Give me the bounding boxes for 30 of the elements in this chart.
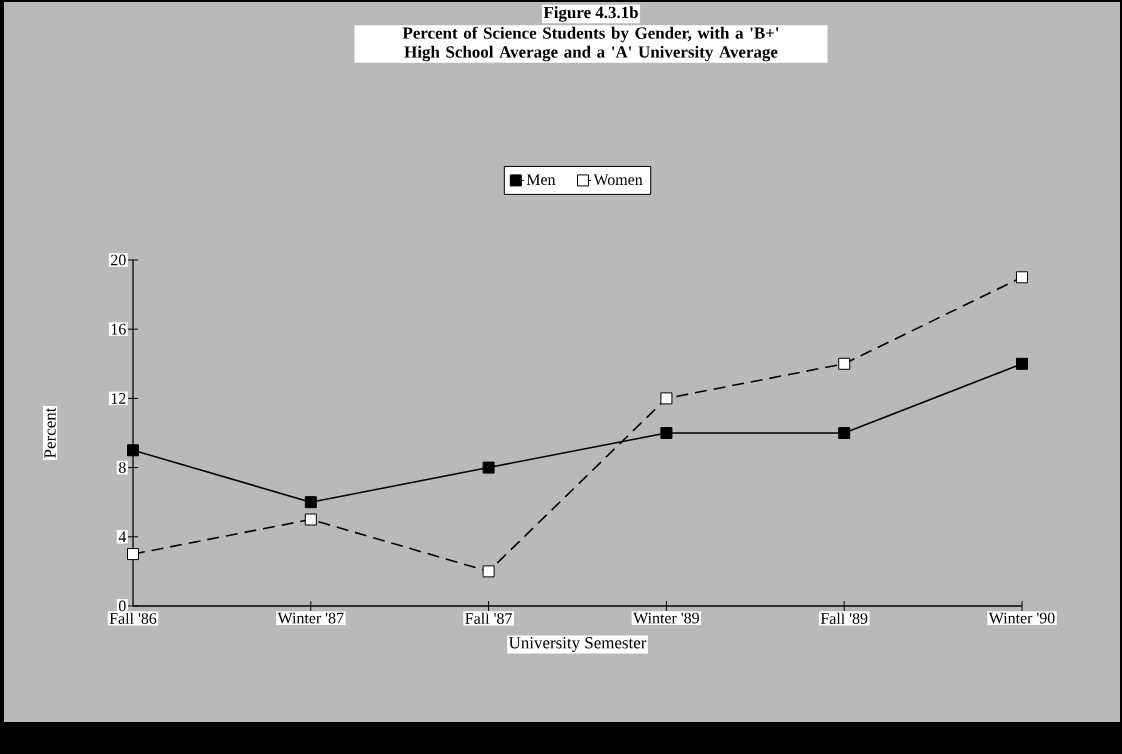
chart-subtitle: Percent of Science Students by Gender, with a 'B+' High School Average and a 'A' University Average [402, 26, 779, 62]
y-tick-label: 4 [118, 531, 127, 543]
point [304, 513, 317, 526]
x-tick-label: Fall '86 [109, 612, 157, 624]
point [127, 444, 140, 457]
point [482, 461, 495, 474]
x-tick-label: Winter '89 [633, 612, 699, 624]
y-tick-label: 20 [111, 254, 126, 266]
point [1016, 357, 1029, 370]
y-tick-label: 12 [111, 393, 126, 404]
legend-label: Men [526, 174, 556, 186]
point [304, 496, 317, 509]
y-tick-label: 16 [111, 323, 126, 335]
y-axis-title: Percent [44, 407, 56, 458]
x-tick-label: Winter '90 [988, 612, 1055, 624]
chart-title: Figure 4.3.1b [543, 6, 638, 22]
point [127, 548, 140, 561]
point [660, 392, 673, 405]
y-tick-label: 0 [118, 600, 126, 612]
point [1016, 271, 1029, 284]
x-tick-label: Winter '87 [277, 612, 344, 624]
x-tick-label: Fall '89 [820, 612, 868, 624]
point [660, 426, 673, 439]
point [838, 426, 851, 439]
point [838, 357, 851, 370]
x-tick-label: Fall '87 [465, 612, 512, 624]
legend-label: Women [593, 174, 643, 186]
y-tick-label: 8 [118, 462, 126, 473]
x-axis-title: University Semester [508, 637, 647, 652]
point [482, 565, 495, 578]
